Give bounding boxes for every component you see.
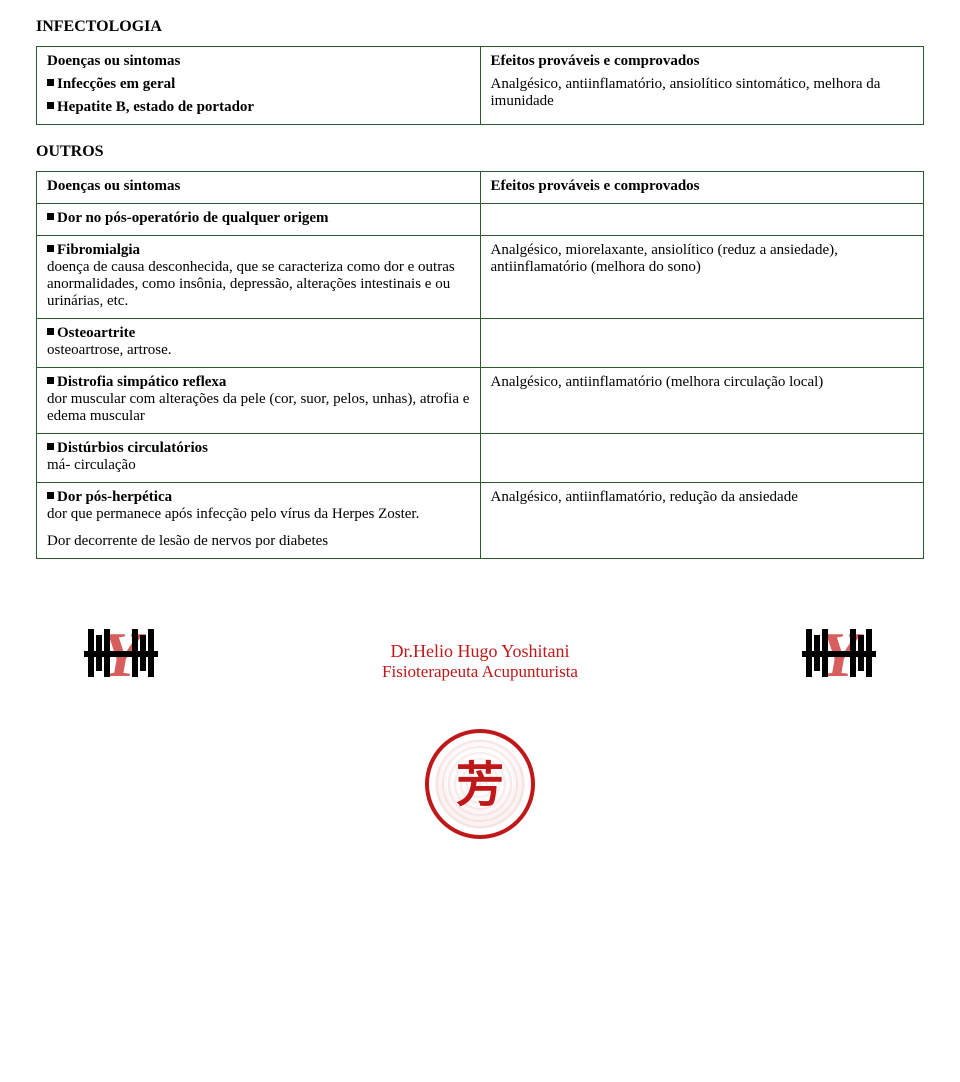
section-title-outros: OUTROS (36, 143, 924, 161)
list-item: Dor pós-herpética dor que permanece após… (47, 489, 470, 523)
item-desc: doença de causa desconhecida, que se car… (47, 259, 470, 310)
list-item: Infecções em geral (47, 76, 470, 93)
item-desc: osteoartrose, artrose. (47, 342, 470, 359)
item-name: Dor pós-herpética (57, 489, 172, 505)
bullet-icon (47, 328, 54, 335)
stamp-glyph: 芳 (456, 760, 504, 808)
col-header-right: Efeitos prováveis e comprovados (480, 172, 924, 204)
item-name: Infecções em geral (57, 76, 175, 92)
hh-logo-icon: Y (76, 629, 166, 693)
list-item: Fibromialgia doença de causa desconhecid… (47, 242, 470, 310)
list-item: Hepatite B, estado de portador (47, 99, 470, 116)
col-header-left: Doenças ou sintomas (37, 172, 481, 204)
list-item: Distúrbios circulatórios má- circulação (47, 440, 470, 474)
effect-text: Analgésico, antiinflamatório, redução da… (480, 483, 924, 559)
list-item: Dor no pós-operatório de qualquer origem (47, 210, 470, 227)
item-desc: dor muscular com alterações da pele (cor… (47, 391, 470, 425)
footer-name: Dr.Helio Hugo Yoshitani (382, 641, 578, 662)
bullet-icon (47, 443, 54, 450)
item-name: Distrofia simpático reflexa (57, 374, 226, 390)
section-title-infectologia: INFECTOLOGIA (36, 18, 924, 36)
effect-text: Analgésico, miorelaxante, ansiolítico (r… (480, 236, 924, 319)
footer-credit: Dr.Helio Hugo Yoshitani Fisioterapeuta A… (382, 641, 578, 682)
bullet-icon (47, 79, 54, 86)
item-plain: Dor decorrente de lesão de nervos por di… (47, 533, 470, 550)
item-name: Hepatite B, estado de portador (57, 99, 254, 115)
footer-role: Fisioterapeuta Acupunturista (382, 662, 578, 682)
item-name: Distúrbios circulatórios (57, 440, 208, 456)
bullet-icon (47, 377, 54, 384)
list-item: Osteoartrite osteoartrose, artrose. (47, 325, 470, 359)
bullet-icon (47, 102, 54, 109)
stamp-icon: 芳 (425, 729, 535, 839)
table-outros: Doenças ou sintomas Efeitos prováveis e … (36, 171, 924, 559)
effect-text: Analgésico, antiinflamatório (melhora ci… (480, 368, 924, 434)
bullet-icon (47, 492, 54, 499)
item-name: Osteoartrite (57, 325, 135, 341)
bullet-icon (47, 245, 54, 252)
col-header-left: Doenças ou sintomas (47, 53, 470, 70)
effect-text (480, 434, 924, 483)
item-desc: dor que permanece após infecção pelo vír… (47, 506, 470, 523)
footer-row: Y Dr.Helio Hugo Yoshitani Fisioterapeuta… (36, 629, 924, 693)
item-name: Dor no pós-operatório de qualquer origem (57, 210, 329, 226)
item-desc: má- circulação (47, 457, 470, 474)
effect-text (480, 319, 924, 368)
stamp-row: 芳 (36, 729, 924, 839)
bullet-icon (47, 213, 54, 220)
item-name: Fibromialgia (57, 242, 140, 258)
col-header-right: Efeitos prováveis e comprovados (491, 53, 914, 70)
table-infectologia: Doenças ou sintomas Infecções em geral H… (36, 46, 924, 125)
effect-text: Analgésico, antiinflamatório, ansiolític… (491, 76, 914, 110)
effect-text (480, 204, 924, 236)
hh-logo-icon: Y (794, 629, 884, 693)
list-item: Distrofia simpático reflexa dor muscular… (47, 374, 470, 425)
